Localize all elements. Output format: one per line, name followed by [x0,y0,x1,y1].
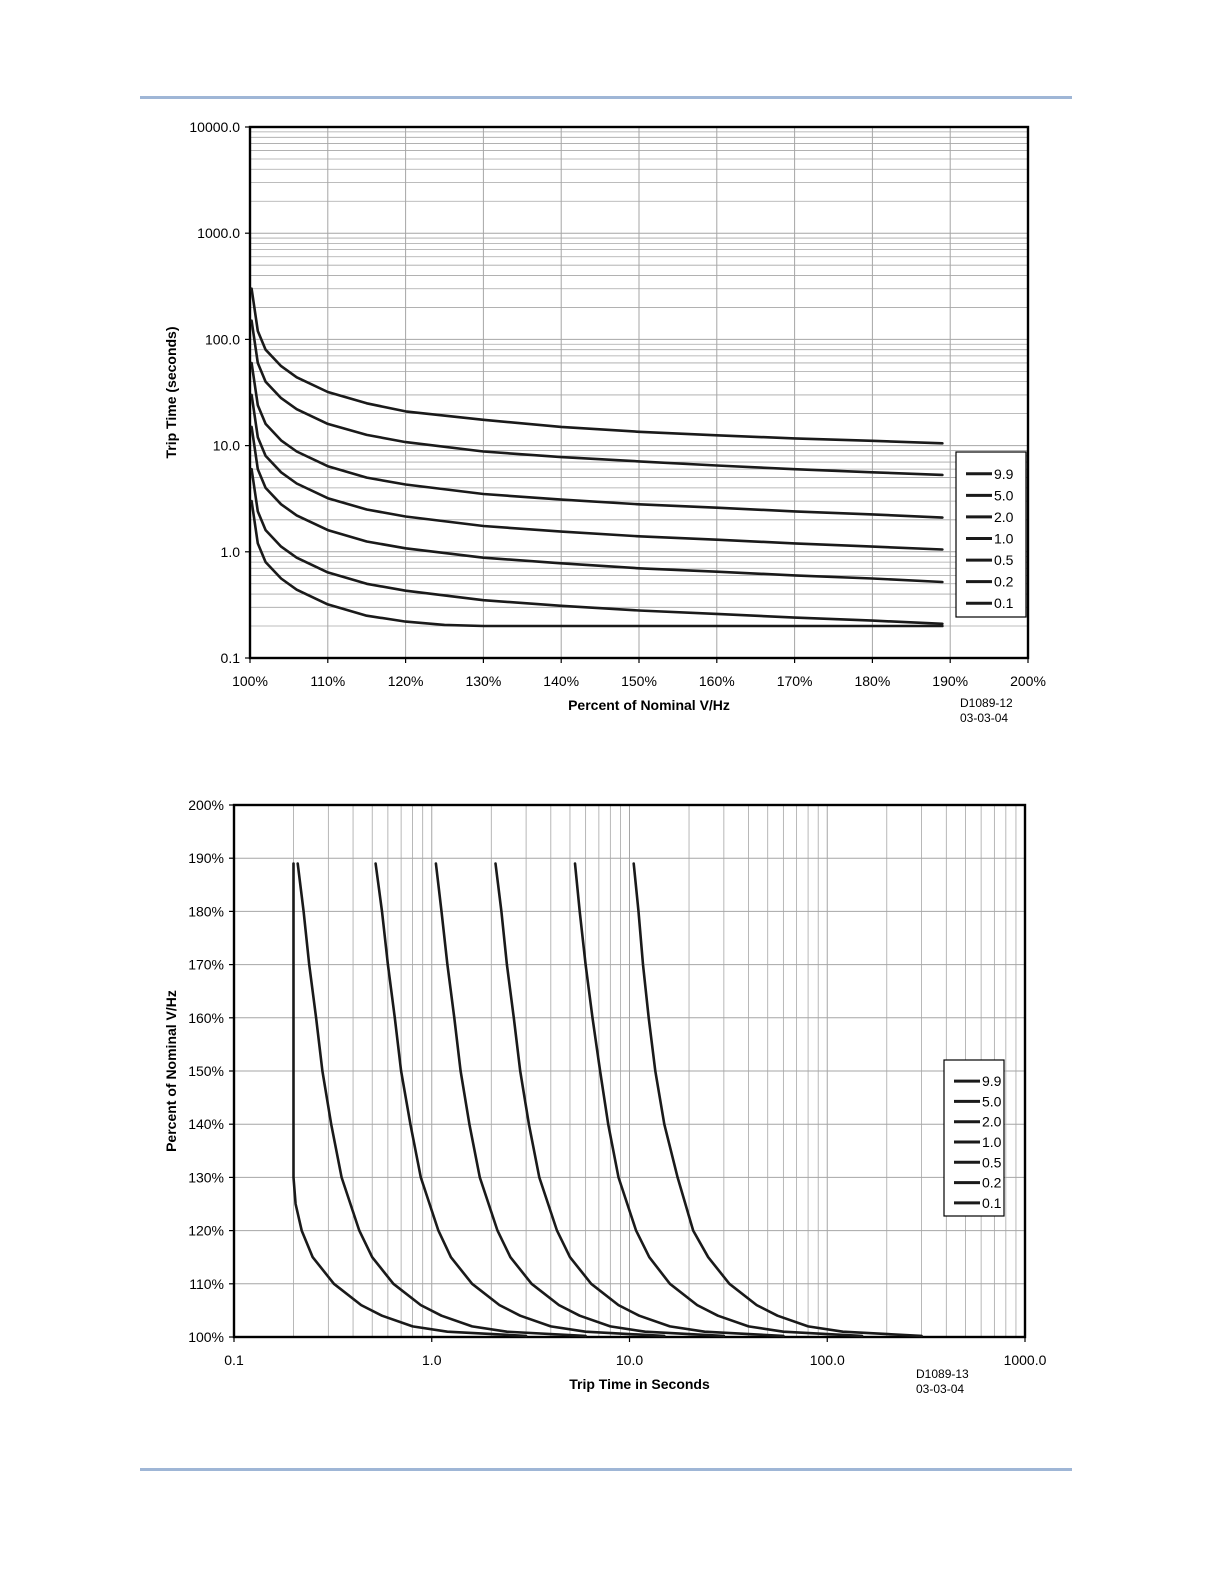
x-tick-label: 190% [932,673,968,689]
series-line-0-2 [250,467,944,626]
percent-vs-trip-time-chart: 0.1 1.0 10.0 100.0 1000.0 100% 110% 120% 130% 140… [163,797,1047,1396]
legend-label: 1.0 [982,1134,1002,1150]
y-axis-title: Percent of Nominal V/Hz [163,990,179,1152]
chart-grid [229,804,1026,1342]
figure-code-line: D1089-12 [960,696,1013,710]
x-tick-label: 170% [777,673,813,689]
legend-box [955,451,1027,618]
legend-label: 2.0 [994,509,1014,525]
y-tick-label: 120% [188,1223,224,1239]
y-tick-label: 0.1 [221,650,241,666]
legend-label: 9.9 [982,1073,1002,1089]
series-line-0-1 [292,862,528,1338]
x-tick-label: 150% [621,673,657,689]
series-line-0-5 [250,425,944,584]
x-tick-label: 120% [388,673,424,689]
series-line-5-0 [573,862,864,1338]
series-line-1-0 [434,862,726,1338]
y-tick-label: 130% [188,1169,224,1185]
series-line-0-2 [296,862,587,1338]
legend-label: 0.1 [994,595,1014,611]
y-axis-title: Trip Time (seconds) [163,327,179,459]
series-line-2-0 [494,862,785,1338]
y-tick-label: 110% [189,1276,224,1292]
legend-label: 0.2 [994,574,1014,590]
legend-label: 2.0 [982,1114,1002,1130]
series-line-2-0 [250,361,944,519]
x-tick-label: 10.0 [616,1352,643,1368]
y-tick-label: 200% [188,797,224,813]
legend: 9.9 5.0 2.0 1.0 0.5 0.2 0.1 [955,451,1027,618]
legend-label: 1.0 [994,531,1014,547]
legend-label: 9.9 [994,466,1014,482]
x-tick-label: 110% [310,673,345,689]
y-tick-label: 100.0 [205,331,240,347]
x-tick-label: 1000.0 [1004,1352,1047,1368]
plot-frame [232,803,1027,1339]
x-tick-label: 1.0 [422,1352,442,1368]
legend-label: 0.2 [982,1175,1002,1191]
y-tick-label: 150% [188,1063,224,1079]
x-tick-label: 130% [465,673,501,689]
y-tick-label: 100% [188,1329,224,1345]
trip-time-vs-percent-chart: 100% 110% 120% 130% 140% 150% 160% 170% 180% 190%… [163,119,1046,725]
legend-label: 5.0 [994,487,1014,503]
series-line-9-9 [632,862,923,1338]
y-tick-label: 170% [188,957,224,973]
series-line-0-1 [250,499,944,628]
y-tick-label: 190% [188,850,224,866]
y-tick-label: 1000.0 [197,225,240,241]
y-tick-label: 10.0 [213,438,240,454]
legend-box [943,1059,1005,1217]
series-line-5-0 [250,319,944,477]
figure-code-line: 03-03-04 [916,1382,964,1396]
legend-label: 5.0 [982,1093,1002,1109]
legend-label: 0.5 [982,1154,1002,1170]
footer-rule [140,1468,1072,1471]
figure-code-line: D1089-13 [916,1367,969,1381]
x-tick-label: 100.0 [810,1352,845,1368]
series-line-0-5 [374,862,666,1338]
y-tick-label: 10000.0 [189,119,240,135]
y-tick-label: 140% [188,1116,224,1132]
y-tick-label: 1.0 [221,544,241,560]
series-line-9-9 [250,287,944,445]
x-tick-label: 140% [543,673,579,689]
header-rule [140,96,1072,99]
series-line-1-0 [250,393,944,551]
x-tick-label: 160% [699,673,735,689]
x-tick-label: 200% [1010,673,1046,689]
y-tick-label: 180% [188,903,224,919]
x-axis-title: Trip Time in Seconds [569,1376,710,1392]
x-tick-label: 100% [232,673,268,689]
y-tick-label: 160% [188,1010,224,1026]
legend-label: 0.5 [994,552,1014,568]
legend-label: 0.1 [982,1195,1002,1211]
x-tick-label: 180% [854,673,890,689]
x-axis-title: Percent of Nominal V/Hz [568,697,730,713]
figure-code-line: 03-03-04 [960,711,1008,725]
legend: 9.9 5.0 2.0 1.0 0.5 0.2 0.1 [943,1059,1005,1217]
plot-frame [248,125,1030,660]
x-tick-label: 0.1 [224,1352,244,1368]
